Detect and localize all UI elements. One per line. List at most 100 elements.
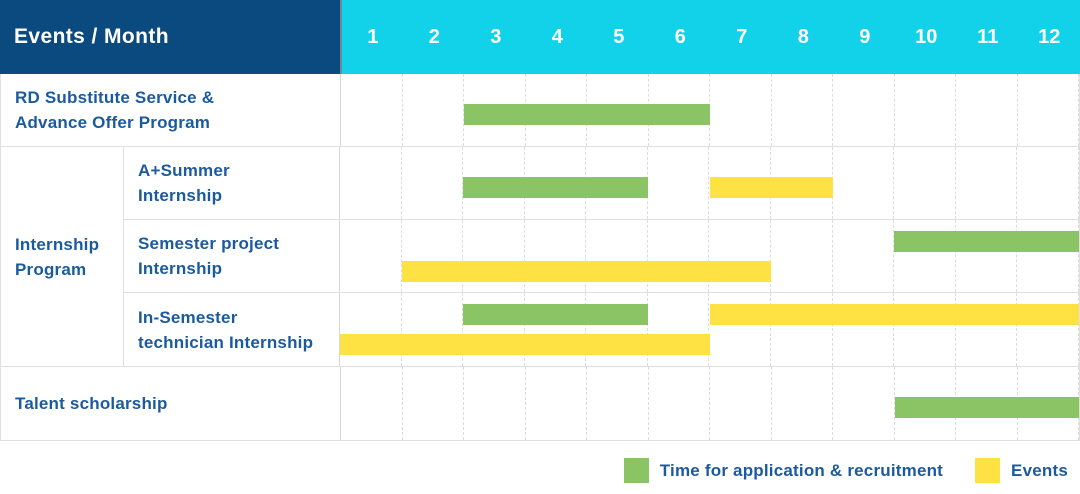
grid-cell [463,293,525,366]
grid-cell [526,367,587,440]
grid-cell [403,367,464,440]
row-group-label-internship-program: Internship Program [1,147,124,366]
grid-cell [1017,220,1079,292]
row-label-line: Internship [138,259,223,278]
grid-cell [463,220,525,292]
grid-cell [525,220,587,292]
yellow-gantt-bar [709,304,1079,325]
grid-cell [525,293,587,366]
row-label-line: Internship [138,186,223,205]
grid-cell [587,367,649,440]
legend-label: Events [1011,460,1068,480]
grid-cell [895,74,956,146]
timeline-semester-project-internship [339,220,1079,292]
table-row: RD Substitute Service & Advance Offer Pr… [1,74,1079,147]
grid-cell [340,147,402,219]
grid-cell [403,74,464,146]
grid-cell [771,293,833,366]
legend-label: Time for application & recruitment [659,460,944,480]
timeline-rd-substitute [340,74,1079,146]
timeline-a-plus-summer-internship [339,147,1079,219]
grid-cell [771,220,833,292]
grid-cell [341,367,403,440]
grid-cell [710,367,772,440]
month-header-7: 7 [736,25,748,48]
grid-cell [894,293,956,366]
grid-cell [833,293,895,366]
table-row: In-Semester technician Internship [124,293,1079,366]
grid-cell [1017,147,1079,219]
grid-cell [956,293,1018,366]
grid-cell [341,74,403,146]
legend-item-application-recruitment: Time for application & recruitment [623,458,944,483]
month-header-6: 6 [674,25,686,48]
grid-cell [648,220,710,292]
grid-cell [956,147,1018,219]
month-header-9: 9 [859,25,871,48]
group-label-line: Internship [15,234,100,254]
green-gantt-bar [464,104,710,125]
green-gantt-bar [894,397,1079,418]
row-label-line: Talent scholarship [15,394,168,413]
grid-cell [772,367,833,440]
month-header-1: 1 [367,25,379,48]
internship-program-group: Internship Program A+Summer Internship S… [1,147,1079,367]
row-label-talent-scholarship: Talent scholarship [1,367,340,440]
table-row: Semester project Internship [124,220,1079,293]
green-gantt-bar [894,231,1079,252]
month-header-2: 2 [428,25,440,48]
row-label-line: A+Summer [138,161,230,180]
month-header-5: 5 [613,25,625,48]
grid-cell [894,147,956,219]
table-row: Talent scholarship [1,367,1079,441]
grid-cell [402,147,464,219]
grid-cell [340,293,402,366]
row-label-line: technician Internship [138,332,314,352]
grid-cell [648,293,710,366]
grid-cell [649,367,710,440]
grid-cell [833,147,895,219]
grid-cell [586,293,648,366]
month-header-11: 11 [977,25,999,48]
green-swatch-icon [623,458,649,483]
legend: Time for application & recruitment Event… [0,441,1080,483]
row-label-line: RD Substitute Service & [15,88,215,107]
yellow-swatch-icon [975,458,1001,483]
grid-cell [1018,74,1079,146]
grid-cell [464,367,526,440]
timeline-talent-scholarship [340,367,1079,440]
grid-cell [402,220,464,292]
table-body: RD Substitute Service & Advance Offer Pr… [0,74,1080,441]
month-header-8: 8 [797,25,809,48]
row-label-in-semester-technician-internship: In-Semester technician Internship [124,293,339,366]
grid-cell [1017,293,1079,366]
grid-cell [710,74,772,146]
grid-cell [340,220,402,292]
grid-cell [833,74,895,146]
row-label-rd-substitute: RD Substitute Service & Advance Offer Pr… [1,74,340,146]
table-corner-header: Events / Month [0,0,340,74]
green-gantt-bar [463,177,648,198]
legend-item-events: Events [975,458,1068,483]
yellow-gantt-bar [401,261,772,282]
grid-cell [709,293,772,366]
row-label-line: In-Semester [138,307,238,327]
month-header-3: 3 [490,25,502,48]
yellow-gantt-bar [340,334,710,355]
grid-cell [648,147,710,219]
month-header-row: 1 2 3 4 5 6 7 8 9 10 11 12 [340,0,1080,74]
group-label-line: Program [15,259,87,279]
month-header-4: 4 [551,25,563,48]
grid-cell [956,220,1018,292]
grid-cell [772,74,833,146]
grid-cell [402,293,464,366]
timeline-in-semester-technician-internship [339,293,1079,366]
grid-cell [709,220,772,292]
internship-program-rows: A+Summer Internship Semester project Int… [124,147,1079,366]
yellow-gantt-bar [709,177,833,198]
row-label-a-plus-summer-internship: A+Summer Internship [124,147,339,219]
grid-cell [894,220,956,292]
grid-cell [956,74,1018,146]
month-header-12: 12 [1038,25,1061,48]
